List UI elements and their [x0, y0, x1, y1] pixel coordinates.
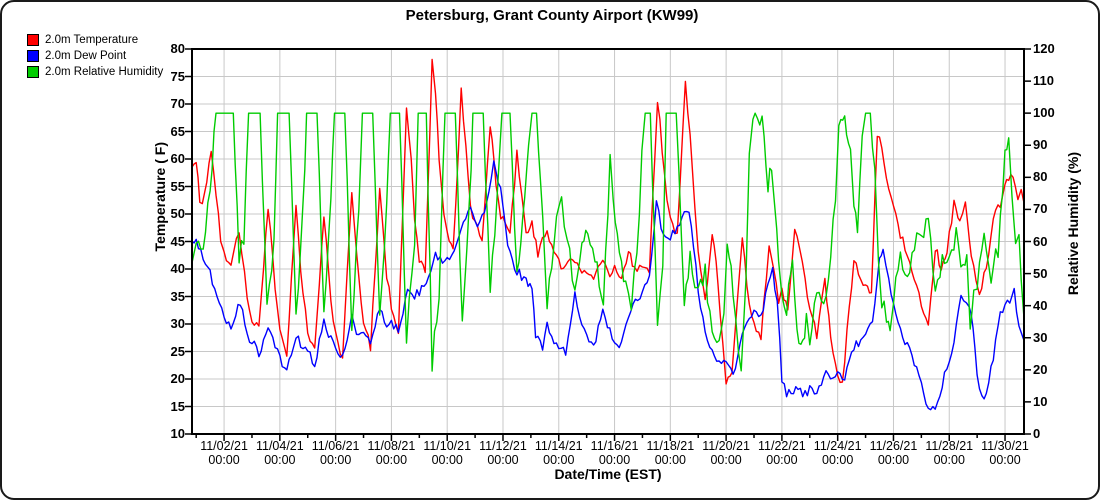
- legend-label-temperature: 2.0m Temperature: [45, 34, 139, 46]
- legend-label-dew-point: 2.0m Dew Point: [45, 50, 127, 62]
- legend-label-relative-humidity: 2.0m Relative Humidity: [45, 66, 164, 78]
- dew-point-swatch-icon: [27, 50, 39, 62]
- series-line-2-0m-relative-humidity: [192, 112, 1024, 372]
- series-line-2-0m-dew-point: [192, 160, 1024, 411]
- legend-item-relative-humidity: 2.0m Relative Humidity: [27, 64, 163, 80]
- legend-item-dew-point: 2.0m Dew Point: [27, 48, 163, 64]
- chart-title: Petersburg, Grant County Airport (KW99): [405, 7, 699, 24]
- legend: 2.0m Temperature 2.0m Dew Point 2.0m Rel…: [27, 32, 163, 80]
- legend-item-temperature: 2.0m Temperature: [27, 32, 163, 48]
- temperature-swatch-icon: [27, 34, 39, 46]
- relative-humidity-swatch-icon: [27, 66, 39, 78]
- series-line-2-0m-temperature: [192, 58, 1024, 385]
